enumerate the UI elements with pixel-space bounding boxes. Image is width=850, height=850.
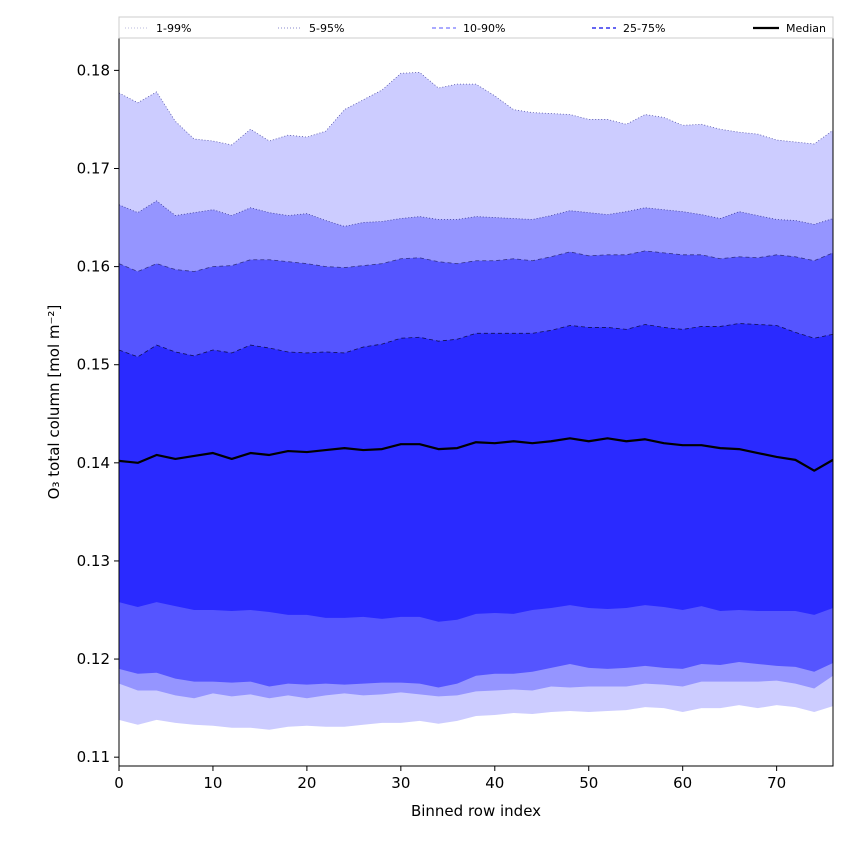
y-tick-label: 0.13 <box>77 552 110 570</box>
y-tick-label: 0.12 <box>77 650 110 668</box>
median-layer <box>118 437 834 472</box>
band-25-to-75 <box>119 323 833 622</box>
x-axis-title: Binned row index <box>411 802 541 820</box>
legend-label: 1-99% <box>156 22 191 35</box>
y-axis-title: O₃ total column [mol m⁻²] <box>45 305 63 500</box>
x-tick-label: 40 <box>485 774 504 792</box>
y-tick-label: 0.18 <box>77 61 110 79</box>
x-tick-label: 30 <box>391 774 410 792</box>
x-axis: 0 10 20 30 40 50 60 70 <box>114 766 786 792</box>
percentile-bands <box>118 71 834 730</box>
x-tick-label: 60 <box>673 774 692 792</box>
band-10-to-90-upper-edge <box>118 250 834 272</box>
y-tick-label: 0.14 <box>77 454 110 472</box>
legend: 1-99% 5-95% 10-90% 25-75% Median <box>118 16 834 39</box>
legend-label: Median <box>786 22 826 35</box>
x-tick-label: 20 <box>297 774 316 792</box>
x-tick-label: 50 <box>579 774 598 792</box>
x-tick-label: 70 <box>767 774 786 792</box>
legend-box <box>118 16 834 39</box>
legend-label: 25-75% <box>623 22 665 35</box>
legend-label: 5-95% <box>309 22 344 35</box>
median-line <box>118 437 834 472</box>
x-tick-label: 10 <box>203 774 222 792</box>
y-tick-label: 0.15 <box>77 356 110 374</box>
x-tick-label: 0 <box>114 774 124 792</box>
y-axis: 0.11 0.12 0.13 0.14 0.15 0.16 0.17 0.18 <box>77 61 119 766</box>
y-tick-label: 0.11 <box>77 748 110 766</box>
legend-label: 10-90% <box>463 22 505 35</box>
y-tick-label: 0.17 <box>77 159 110 177</box>
band-25-to-75-upper-edge <box>118 323 834 358</box>
y-tick-label: 0.16 <box>77 258 110 276</box>
